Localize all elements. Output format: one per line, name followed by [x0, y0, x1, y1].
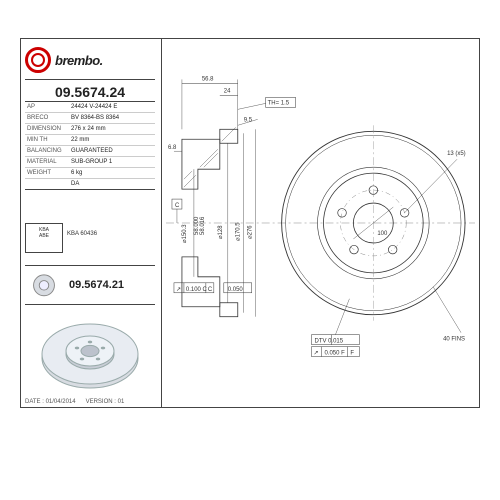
brand-name: brembo.: [55, 53, 103, 68]
spec-row: DIMENSION276 x 24 mm: [25, 124, 155, 135]
spec-row: MIN TH22 mm: [25, 135, 155, 146]
dim-pitch: ⌀128: [218, 225, 224, 239]
fins-label: 40 FINS: [443, 337, 465, 343]
dim-bolt: 13 (x5): [447, 151, 466, 157]
gdt-flat: 0.050 F: [324, 351, 345, 357]
alt-part-icon: [25, 272, 63, 298]
datum-c: C: [175, 203, 180, 209]
alt-part-number: 09.5674.21: [69, 279, 124, 291]
dim-offset-side: 6.8: [168, 145, 177, 151]
alt-part-block: 09.5674.21: [25, 265, 155, 305]
dim-thickness: 24: [224, 88, 231, 94]
gdt-runout: 0.100 C: [186, 287, 208, 293]
spec-row: AP24424 V-24424 E: [25, 102, 155, 113]
dim-cbore: ⌀170.5: [236, 222, 242, 241]
brembo-logo-icon: [25, 47, 51, 73]
dim-hub-dia: ⌀150.3: [182, 224, 188, 243]
dim-pcd: 100: [377, 231, 388, 237]
spec-table: AP24424 V-24424 E BRECOBV 8364-BS 8364 D…: [25, 101, 155, 190]
face-view: 13 (x5) 100 DTV 0.015 ↗ 0.050 F F 40 FIN…: [282, 125, 466, 356]
dim-bore2: 58.016: [200, 216, 206, 235]
dim-offset-top: 9.5: [244, 117, 253, 123]
svg-text:↗: ↗: [314, 351, 319, 357]
spec-row: BALANCINGGUARANTEED: [25, 146, 155, 157]
spec-row: DA: [25, 179, 155, 190]
product-render: [25, 315, 155, 401]
drawing-sheet: brembo. 09.5674.24 AP24424 V-24424 E BRE…: [20, 38, 480, 408]
logo-block: brembo.: [25, 47, 155, 73]
cert-badge: KBA ABE: [25, 223, 63, 253]
svg-text:C: C: [208, 287, 213, 293]
technical-drawing: 56.8 24 TH= 1.5 9.5 6.8 C: [161, 39, 479, 407]
dim-width: 56.8: [202, 76, 214, 82]
spec-row: MATERIALSUB-GROUP 1: [25, 157, 155, 168]
dim-od: ⌀276: [248, 225, 254, 239]
spec-row: WEIGHT6 kg: [25, 168, 155, 179]
part-number: 09.5674.24: [25, 79, 155, 100]
footer: DATE : 01/04/2014 VERSION : 01: [25, 399, 124, 405]
gdt-tol: 0.050: [228, 287, 244, 293]
cert-value: KBA 60436: [67, 231, 97, 237]
disc-render-icon: [25, 313, 155, 403]
dim-th: TH= 1.5: [268, 100, 290, 106]
section-view: 56.8 24 TH= 1.5 9.5 6.8 C: [168, 76, 296, 316]
spec-row: BRECOBV 8364-BS 8364: [25, 113, 155, 124]
gdt-dtv: DTV 0.015: [315, 339, 344, 345]
svg-text:F: F: [350, 351, 354, 357]
drawing-svg: 56.8 24 TH= 1.5 9.5 6.8 C: [162, 39, 479, 407]
svg-text:↗: ↗: [176, 287, 181, 293]
